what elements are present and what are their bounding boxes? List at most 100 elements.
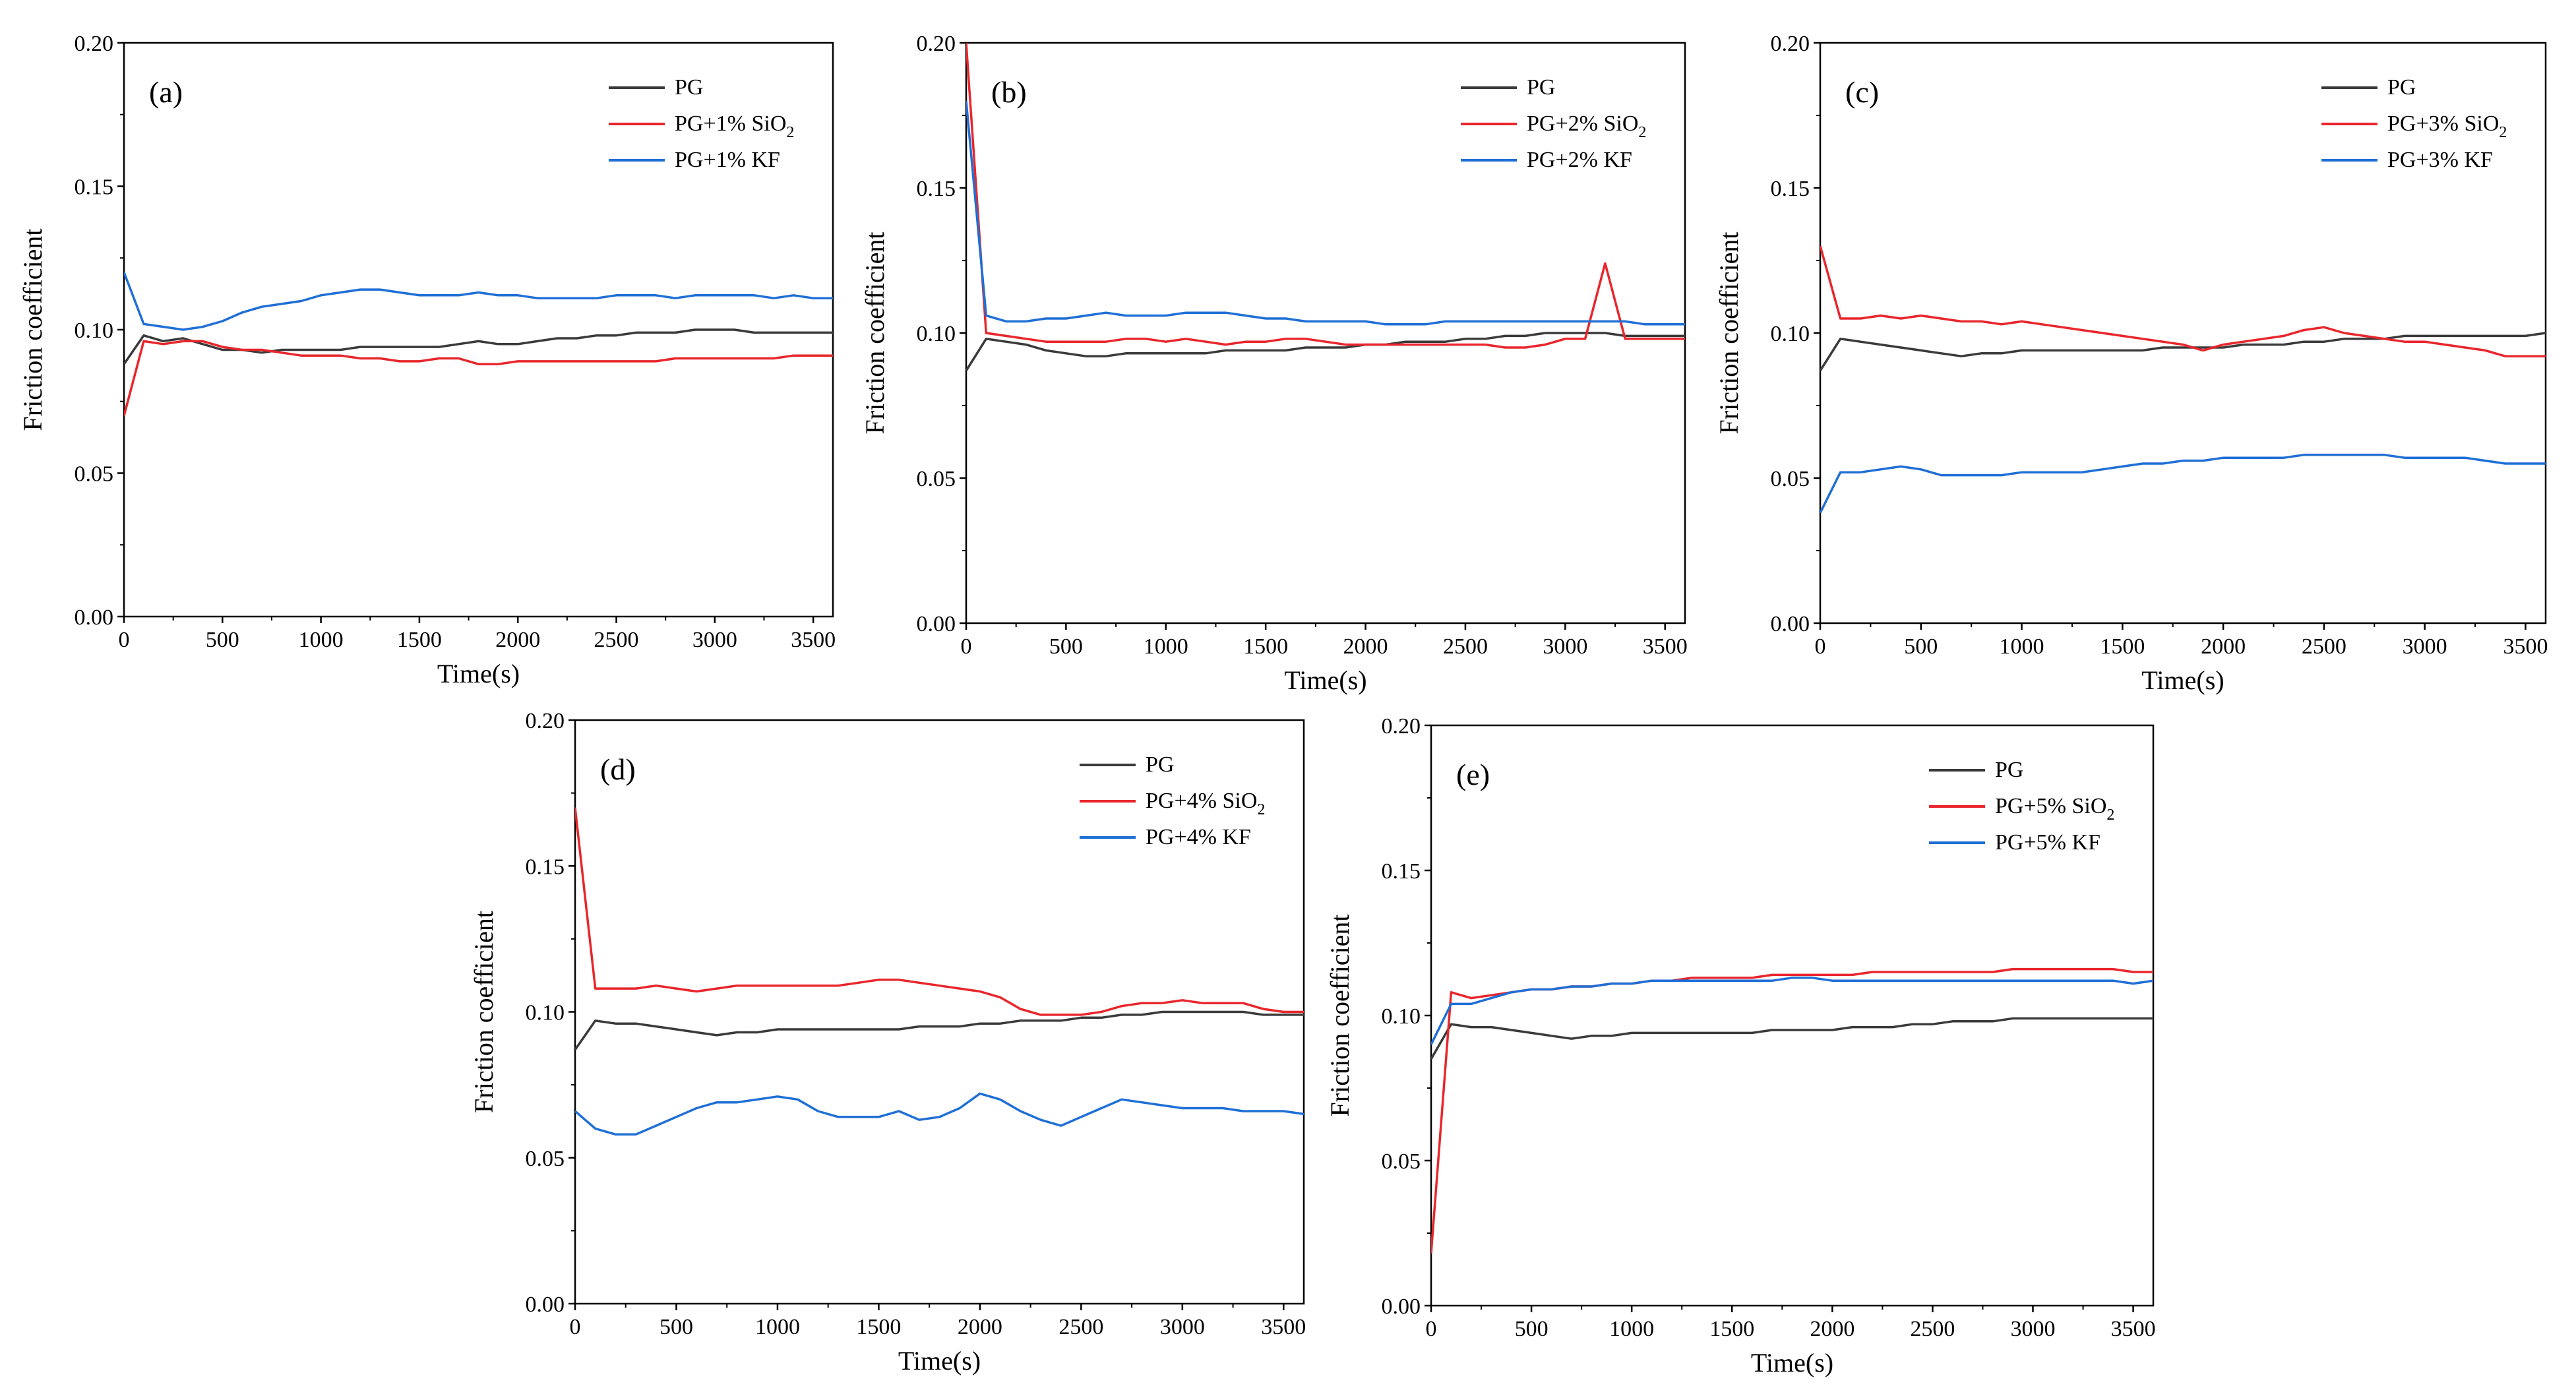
legend-label-main: PG xyxy=(2387,75,2416,100)
y-tick-label: 0.20 xyxy=(917,32,956,56)
x-axis-label: Time(s) xyxy=(437,659,520,688)
x-tick-label: 500 xyxy=(206,628,239,652)
y-tick-label: 0.20 xyxy=(1382,714,1421,739)
x-tick-label: 1500 xyxy=(1709,1317,1754,1341)
x-tick-label: 1000 xyxy=(299,628,344,652)
x-tick-label: 2500 xyxy=(1058,1315,1103,1339)
y-tick-label: 0.00 xyxy=(917,612,956,636)
series-line-pg-4-sio2 xyxy=(575,807,1304,1016)
y-tick-label: 0.10 xyxy=(1771,322,1810,346)
y-tick-label: 0.05 xyxy=(1382,1149,1421,1174)
chart-panel-e: 0 500 1000 1500 2000 2500 3000 3500 0.00 0.05 0.10… xyxy=(1325,714,2156,1378)
y-tick-label: 0.15 xyxy=(1382,859,1421,884)
legend-label: PG+2% KF xyxy=(1527,148,1632,172)
y-tick-label: 0.05 xyxy=(75,462,114,487)
series-line-pg-2-sio2 xyxy=(966,43,1685,349)
legend-label: PG+3% SiO2 xyxy=(2387,111,2507,141)
legend-label-main: PG+5% KF xyxy=(1995,830,2101,855)
y-tick-label: 0.15 xyxy=(75,175,114,200)
x-tick-label: 1000 xyxy=(2000,634,2044,659)
y-axis-label: Friction coefficient xyxy=(860,232,890,435)
y-tick-label: 0.00 xyxy=(75,605,114,630)
legend-label: PG+4% KF xyxy=(1146,825,1251,849)
x-tick-label: 1000 xyxy=(1144,634,1188,659)
series-line-pg-1-sio2 xyxy=(124,340,833,416)
legend-label-main: PG+1% KF xyxy=(675,148,780,172)
legend-label-main: PG+2% SiO xyxy=(1527,111,1638,136)
series-line-pg-3-sio2 xyxy=(1820,245,2546,357)
chart-panel-a: 0 500 1000 1500 2000 2500 3000 3500 0.00 0.05 0.10… xyxy=(18,32,836,688)
x-tick-label: 3500 xyxy=(2111,1317,2156,1341)
legend-label-subscript: 2 xyxy=(1638,124,1646,141)
legend-label: PG xyxy=(1995,758,2023,782)
x-tick-label: 2000 xyxy=(1343,634,1388,659)
x-tick-label: 2500 xyxy=(2302,634,2346,659)
series-line-pg-5-kf xyxy=(1431,977,2153,1045)
y-tick-label: 0.05 xyxy=(917,467,956,491)
y-tick-label: 0.00 xyxy=(1771,612,1810,636)
legend-label-main: PG+1% SiO xyxy=(675,111,786,136)
x-tick-label: 2000 xyxy=(2201,634,2246,659)
x-tick-label: 2000 xyxy=(495,628,540,652)
panel-label: (c) xyxy=(1845,75,1879,109)
legend-label-main: PG+3% SiO xyxy=(2387,111,2499,136)
x-tick-label: 3000 xyxy=(2403,634,2447,659)
series-line-pg xyxy=(1820,332,2546,372)
x-tick-label: 3500 xyxy=(1643,634,1688,659)
x-tick-label: 0 xyxy=(961,634,972,659)
legend-label-subscript: 2 xyxy=(786,124,794,141)
legend-label-main: PG+4% KF xyxy=(1146,825,1251,849)
x-axis-label: Time(s) xyxy=(898,1346,981,1376)
panel-label: (a) xyxy=(149,75,183,109)
legend-label-subscript: 2 xyxy=(2106,806,2114,824)
y-tick-label: 0.05 xyxy=(1771,467,1810,491)
y-tick-label: 0.20 xyxy=(75,32,114,56)
x-tick-label: 3000 xyxy=(692,628,737,652)
legend-label-main: PG xyxy=(675,75,703,100)
series-line-pg-5-sio2 xyxy=(1431,967,2153,1254)
x-tick-label: 2000 xyxy=(1810,1317,1855,1341)
y-tick-label: 0.00 xyxy=(1382,1294,1421,1319)
y-axis-label: Friction coefficient xyxy=(469,911,499,1113)
legend-label: PG xyxy=(675,75,703,100)
legend-label: PG+5% KF xyxy=(1995,830,2101,855)
legend-label: PG+2% SiO2 xyxy=(1527,111,1646,141)
legend-label-main: PG xyxy=(1527,75,1555,100)
x-tick-label: 1500 xyxy=(397,628,442,652)
x-tick-label: 3500 xyxy=(1261,1315,1306,1339)
y-tick-label: 0.20 xyxy=(1771,32,1810,56)
y-tick-label: 0.05 xyxy=(526,1147,565,1171)
x-tick-label: 3000 xyxy=(1543,634,1587,659)
x-tick-label: 0 xyxy=(119,628,130,652)
x-tick-label: 3000 xyxy=(2011,1317,2056,1341)
legend-label-subscript: 2 xyxy=(2499,124,2507,141)
x-axis-label: Time(s) xyxy=(1751,1348,1833,1378)
legend-label-main: PG+4% SiO xyxy=(1146,789,1257,813)
panel-label: (b) xyxy=(991,75,1027,109)
chart-panel-c: 0 500 1000 1500 2000 2500 3000 3500 0.00 0.05 0.10… xyxy=(1714,32,2548,695)
series-line-pg-2-kf xyxy=(966,100,1685,326)
y-tick-label: 0.10 xyxy=(1382,1004,1421,1029)
y-tick-label: 0.15 xyxy=(526,855,565,879)
series-line-pg xyxy=(1431,1017,2153,1060)
y-tick-label: 0.15 xyxy=(1771,177,1810,201)
legend-label-main: PG xyxy=(1995,758,2023,782)
x-tick-label: 3500 xyxy=(2503,634,2548,659)
legend-label: PG xyxy=(1146,752,1174,777)
x-tick-label: 2000 xyxy=(958,1315,1002,1339)
chart-panel-d: 0 500 1000 1500 2000 2500 3000 3500 0.00 0.05 0.10… xyxy=(469,709,1306,1376)
x-tick-label: 0 xyxy=(1815,634,1826,659)
y-tick-label: 0.10 xyxy=(75,319,114,343)
legend-label-main: PG+2% KF xyxy=(1527,148,1632,172)
y-tick-label: 0.10 xyxy=(917,322,956,346)
series-line-pg-1-kf xyxy=(124,272,833,331)
series-line-pg-4-kf xyxy=(575,1092,1304,1136)
legend-label: PG+1% KF xyxy=(675,148,780,172)
x-tick-label: 500 xyxy=(659,1315,693,1339)
panel-label: (d) xyxy=(600,752,636,786)
x-tick-label: 2500 xyxy=(1910,1317,1955,1341)
x-tick-label: 1000 xyxy=(755,1315,800,1339)
x-tick-label: 500 xyxy=(1515,1317,1549,1341)
x-tick-label: 1500 xyxy=(2100,634,2145,659)
